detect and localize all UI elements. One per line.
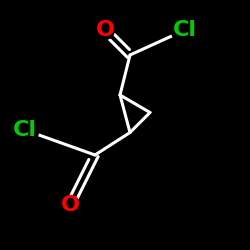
Circle shape [96,20,114,40]
Circle shape [171,16,199,44]
Text: Cl: Cl [173,20,197,40]
Circle shape [11,116,39,144]
Text: Cl: Cl [13,120,37,140]
Circle shape [60,196,80,214]
Text: O: O [60,195,80,215]
Text: O: O [96,20,114,40]
